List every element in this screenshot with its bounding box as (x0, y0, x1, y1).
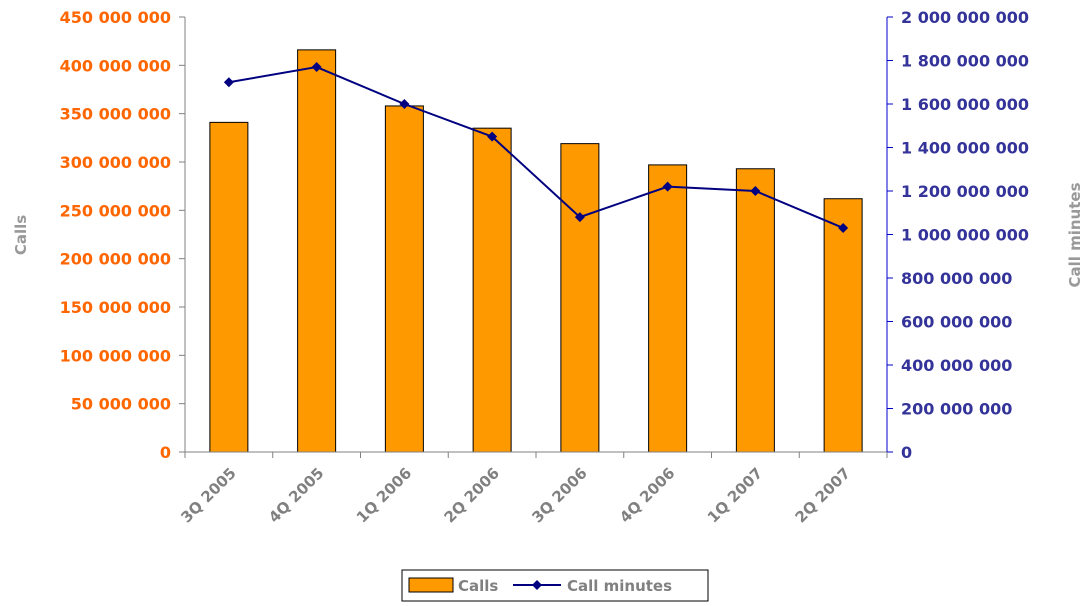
right-tick-label: 0 (901, 443, 912, 462)
right-tick-label: 200 000 000 (901, 400, 1012, 419)
point-call-minutes (311, 62, 322, 73)
bar-calls (648, 164, 688, 453)
left-tick-label: 50 000 000 (71, 395, 171, 414)
right-tick-label: 1 800 000 000 (901, 52, 1029, 71)
left-tick-label: 100 000 000 (60, 346, 171, 365)
bar-calls (823, 198, 863, 453)
left-tick-label: 350 000 000 (60, 105, 171, 124)
x-tick-label: 4Q 2006 (616, 464, 678, 526)
point-call-minutes (750, 186, 761, 196)
bar-calls (560, 143, 600, 453)
line-call-minutes (228, 65, 844, 229)
legend-calls-label: Calls (458, 577, 498, 595)
right-tick-label: 1 400 000 000 (901, 139, 1029, 158)
right-tick-label: 600 000 000 (901, 313, 1012, 332)
right-tick-label: 2 000 000 000 (901, 8, 1029, 27)
right-tick-label: 400 000 000 (901, 356, 1012, 375)
bar-calls (735, 168, 775, 453)
x-tick-label: 3Q 2006 (528, 464, 590, 526)
x-tick-label: 2Q 2006 (441, 464, 503, 526)
legend-call-minutes-marker (532, 580, 542, 590)
tick-labels-group: 0 50 000 000 100 000 000 150 000 000 200 000… (60, 8, 1029, 526)
x-tick-label: 3Q 2005 (177, 464, 239, 526)
left-tick-label: 450 000 000 (60, 8, 171, 27)
point-call-minutes (838, 222, 849, 233)
axes-group (179, 16, 893, 458)
point-call-minutes (487, 131, 498, 142)
right-axis-title: Call minutes (1066, 182, 1084, 287)
x-tick-label: 4Q 2005 (265, 464, 327, 526)
bar-calls (384, 105, 424, 453)
right-tick-label: 1 200 000 000 (901, 182, 1029, 201)
point-call-minutes (399, 99, 410, 109)
bar-calls (297, 49, 337, 453)
bar-calls (472, 127, 512, 453)
left-tick-label: 200 000 000 (60, 250, 171, 269)
point-call-minutes (574, 212, 585, 223)
left-tick-label: 150 000 000 (60, 298, 171, 317)
line-series-group (223, 62, 849, 233)
point-call-minutes (662, 181, 673, 192)
left-tick-label: 300 000 000 (60, 153, 171, 172)
x-tick-label: 1Q 2007 (704, 464, 766, 526)
left-tick-label: 400 000 000 (60, 56, 171, 75)
right-tick-label: 1 600 000 000 (901, 95, 1029, 114)
left-tick-label: 250 000 000 (60, 201, 171, 220)
x-tick-label: 2Q 2007 (792, 464, 854, 526)
legend: Calls Call minutes (401, 569, 709, 602)
bar-series-group (209, 49, 863, 453)
point-call-minutes (223, 77, 234, 88)
legend-call-minutes-label: Call minutes (567, 577, 672, 595)
right-tick-label: 800 000 000 (901, 269, 1012, 288)
left-axis-title: Calls (12, 215, 30, 255)
bar-calls (209, 121, 249, 453)
left-tick-label: 0 (160, 443, 171, 462)
x-tick-label: 1Q 2006 (353, 464, 415, 526)
right-tick-label: 1 000 000 000 (901, 226, 1029, 245)
legend-calls-swatch (408, 577, 454, 593)
